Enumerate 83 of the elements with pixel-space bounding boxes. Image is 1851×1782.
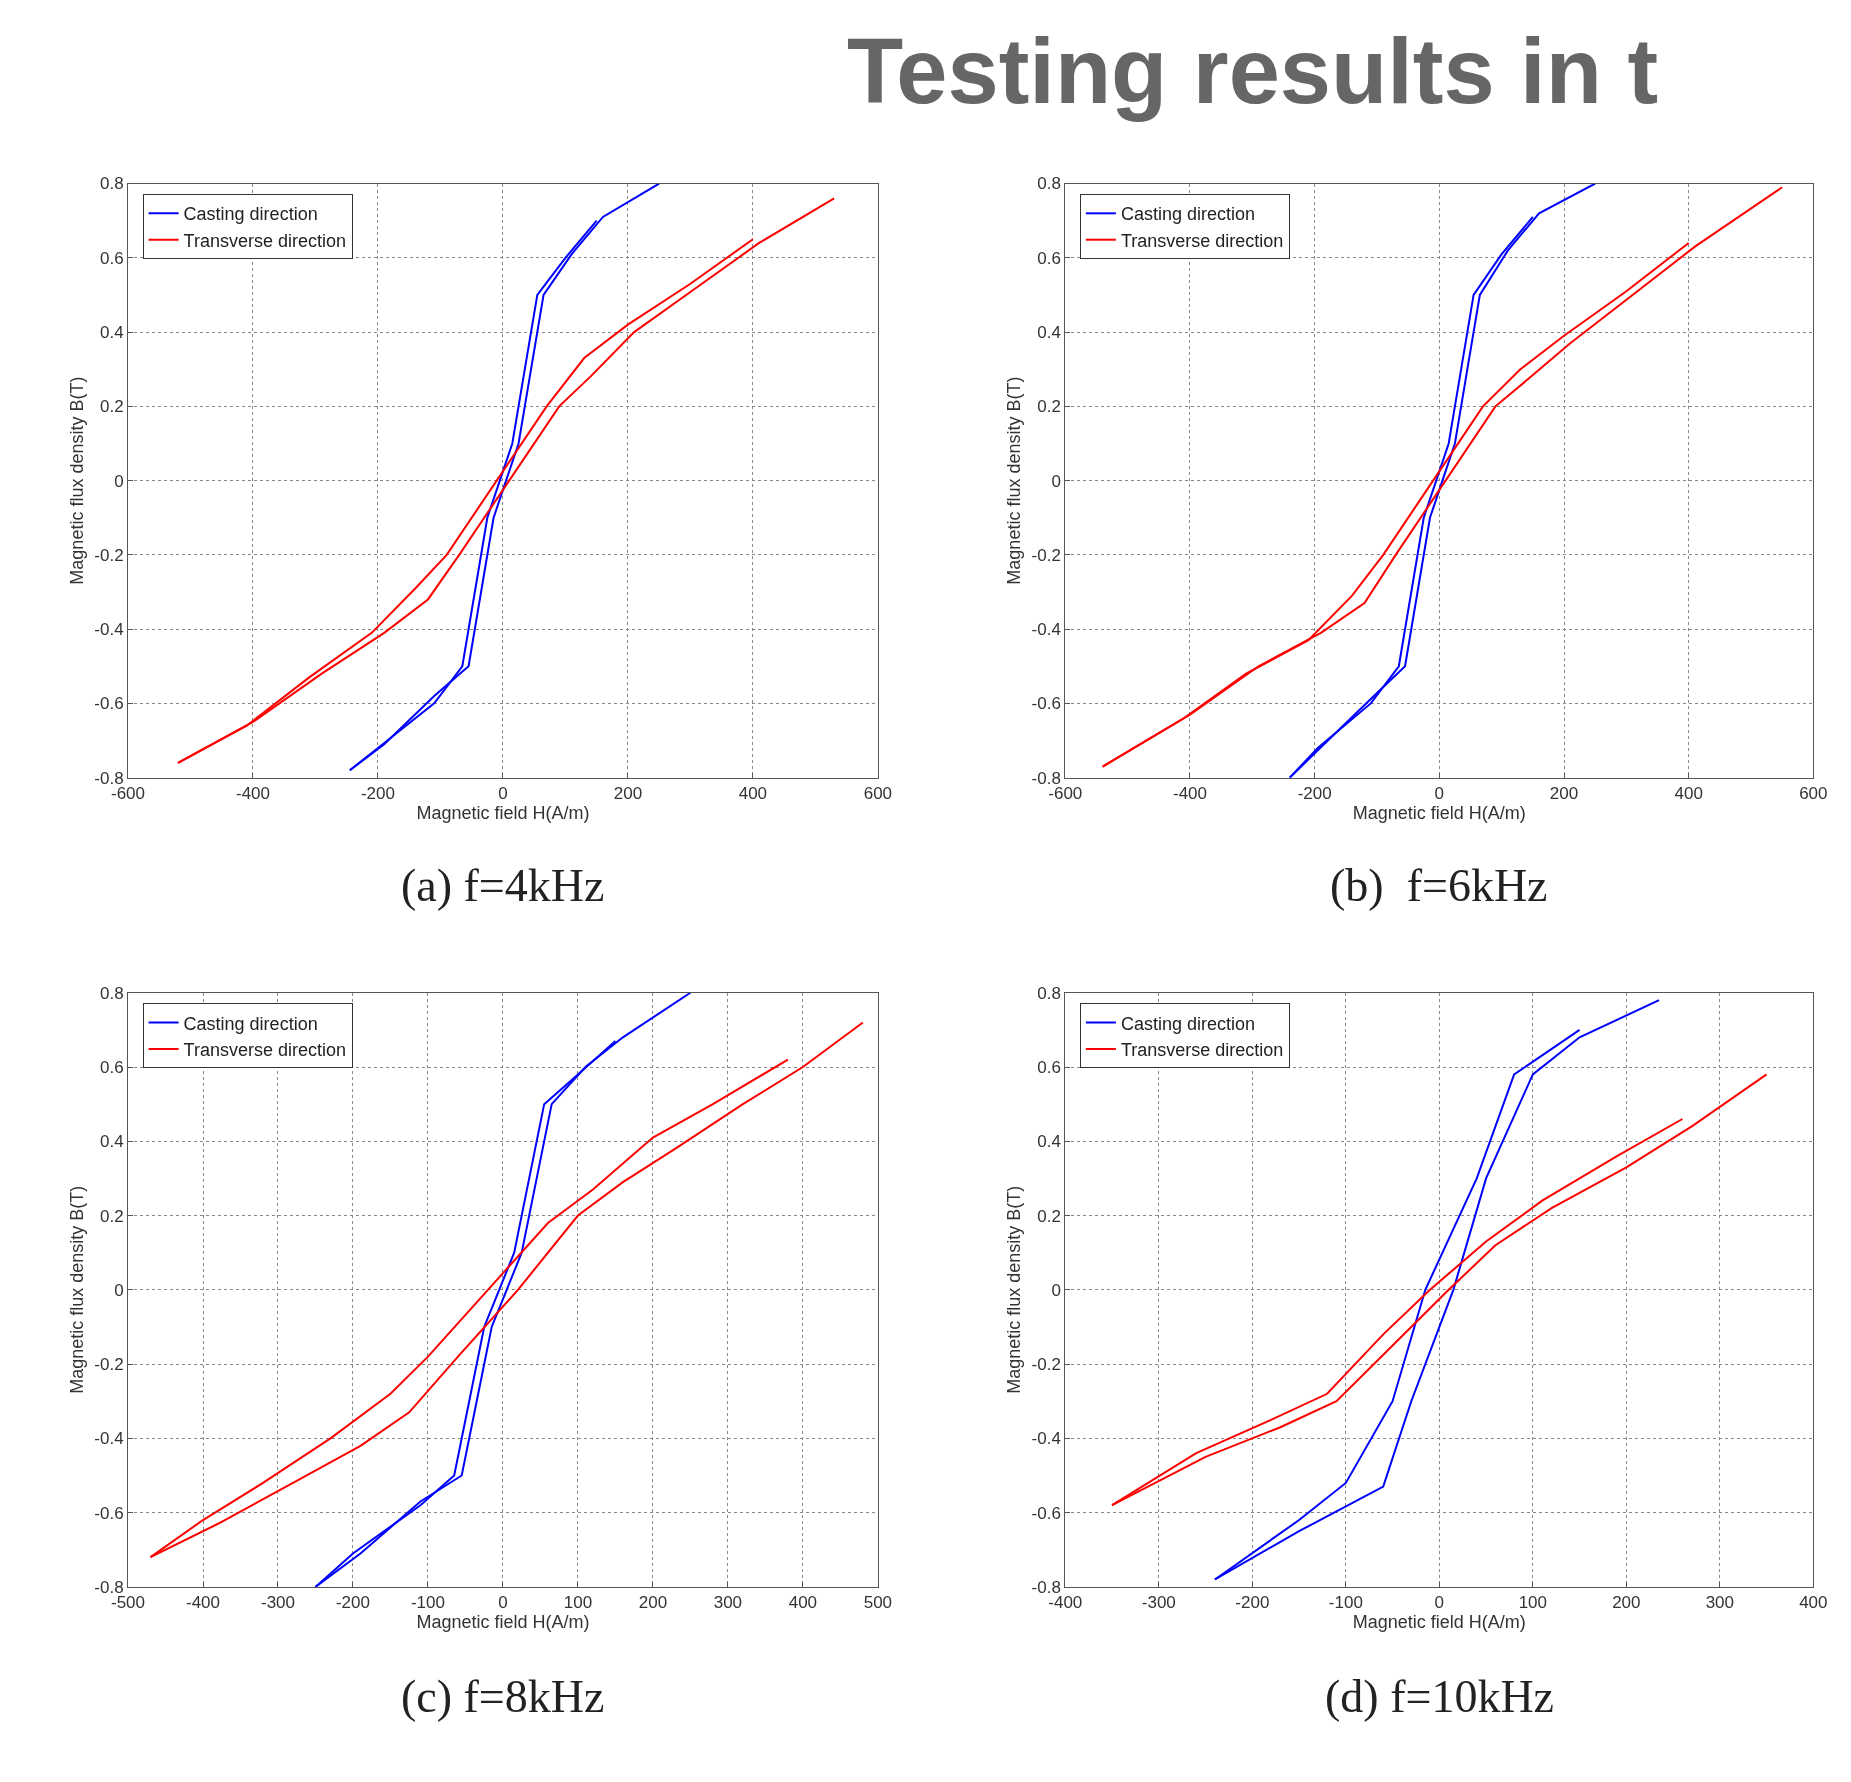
x-axis-title: Magnetic field H(A/m) (1352, 803, 1526, 824)
x-tick-label: 200 (638, 1593, 668, 1613)
x-tick-label: 400 (738, 784, 768, 804)
y-tick-label: 0.6 (99, 248, 124, 268)
x-axis-title: Magnetic field H(A/m) (416, 1612, 590, 1633)
x-tick-label: -100 (1328, 1593, 1363, 1613)
x-tick-label: 400 (1674, 784, 1703, 804)
y-tick-label: -0.4 (1031, 1429, 1061, 1449)
x-tick-label: 400 (1799, 1593, 1828, 1613)
x-tick-label: 300 (713, 1593, 743, 1613)
y-tick-label: -0.2 (1031, 545, 1061, 565)
y-tick-label: 0.8 (99, 174, 124, 194)
x-tick-label: 0 (498, 784, 508, 804)
y-tick-label: 0.8 (1037, 174, 1061, 194)
legend-label: Transverse direction (1120, 230, 1284, 251)
y-tick-label: -0.6 (1031, 1503, 1061, 1523)
legend-label: Transverse direction (183, 230, 346, 251)
y-tick-label: 0.2 (1037, 397, 1061, 417)
y-tick-label: 0.4 (99, 1132, 124, 1152)
y-tick-label: -0.4 (1031, 620, 1061, 640)
x-tick-label: -200 (335, 1593, 370, 1613)
y-tick-label: -0.6 (94, 694, 124, 714)
y-tick-label: 0.2 (1037, 1206, 1061, 1226)
legend-label: Casting direction (1120, 1013, 1255, 1034)
x-tick-label: 0 (1434, 1593, 1445, 1613)
text: Testing results in t (847, 20, 1659, 122)
y-tick-label: 0.4 (1037, 323, 1061, 343)
y-tick-label: -0.4 (94, 620, 124, 640)
x-tick-label: 400 (788, 1593, 818, 1613)
x-tick-label: -400 (1172, 784, 1208, 804)
x-tick-label: 100 (1518, 1593, 1548, 1613)
y-tick-label: -0.2 (94, 1355, 124, 1375)
x-tick-label: -200 (1297, 784, 1332, 804)
y-tick-label: 0.8 (99, 983, 124, 1003)
x-tick-label: 0 (1434, 784, 1445, 804)
y-tick-label: 0.6 (1037, 248, 1061, 268)
legend-label: Transverse direction (1120, 1039, 1284, 1060)
x-tick-label: -300 (1141, 1593, 1176, 1613)
y-tick-label: 0 (1051, 1280, 1061, 1300)
x-tick-label: -200 (1235, 1593, 1270, 1613)
x-tick-label: 600 (1799, 784, 1828, 804)
text: (d) f=10kHz (1325, 1671, 1555, 1722)
x-tick-label: -400 (185, 1593, 221, 1613)
x-tick-label: 200 (1549, 784, 1579, 804)
text: (a) f=4kHz (401, 860, 605, 911)
x-tick-label: -100 (410, 1593, 445, 1613)
y-tick-label: 0 (114, 471, 124, 491)
x-axis-title: Magnetic field H(A/m) (416, 803, 590, 824)
y-tick-label: 0.4 (99, 323, 124, 343)
legend-label: Transverse direction (183, 1039, 346, 1060)
y-axis-title: Magnetic flux density B(T) (66, 1185, 87, 1394)
x-tick-label: 0 (498, 1593, 508, 1613)
y-tick-label: -0.6 (1031, 694, 1061, 714)
y-tick-label: 0.4 (1037, 1132, 1061, 1152)
y-tick-label: 0 (1051, 471, 1061, 491)
x-tick-label: -200 (360, 784, 395, 804)
x-tick-label: 100 (563, 1593, 593, 1613)
y-tick-label: -0.4 (94, 1429, 124, 1449)
text: (c) f=8kHz (401, 1671, 605, 1722)
text: (b) f=6kHz (1330, 860, 1548, 911)
legend-label: Casting direction (1120, 204, 1255, 225)
x-tick-label: -300 (260, 1593, 296, 1613)
y-tick-label: -0.2 (94, 545, 124, 565)
y-tick-label: 0.2 (99, 1206, 124, 1226)
x-tick-label: 500 (863, 1593, 893, 1613)
y-axis-title: Magnetic flux density B(T) (1003, 376, 1024, 585)
y-axis-title: Magnetic flux density B(T) (1003, 1185, 1024, 1394)
x-tick-label: 200 (613, 784, 643, 804)
x-tick-label: 600 (863, 784, 893, 804)
legend-label: Casting direction (183, 1013, 318, 1034)
y-tick-label: 0.8 (1037, 983, 1061, 1003)
x-axis-title: Magnetic field H(A/m) (1352, 1612, 1526, 1633)
y-axis-title: Magnetic flux density B(T) (66, 376, 87, 585)
x-tick-label: -400 (235, 784, 271, 804)
y-tick-label: 0 (114, 1280, 124, 1300)
y-tick-label: -0.2 (1031, 1355, 1061, 1375)
x-tick-label: 200 (1612, 1593, 1641, 1613)
y-tick-label: 0.6 (99, 1057, 124, 1077)
y-tick-label: 0.2 (99, 397, 124, 417)
y-tick-label: -0.6 (94, 1503, 124, 1523)
legend-label: Casting direction (183, 204, 318, 225)
x-tick-label: 300 (1705, 1593, 1735, 1613)
y-tick-label: 0.6 (1037, 1057, 1061, 1077)
